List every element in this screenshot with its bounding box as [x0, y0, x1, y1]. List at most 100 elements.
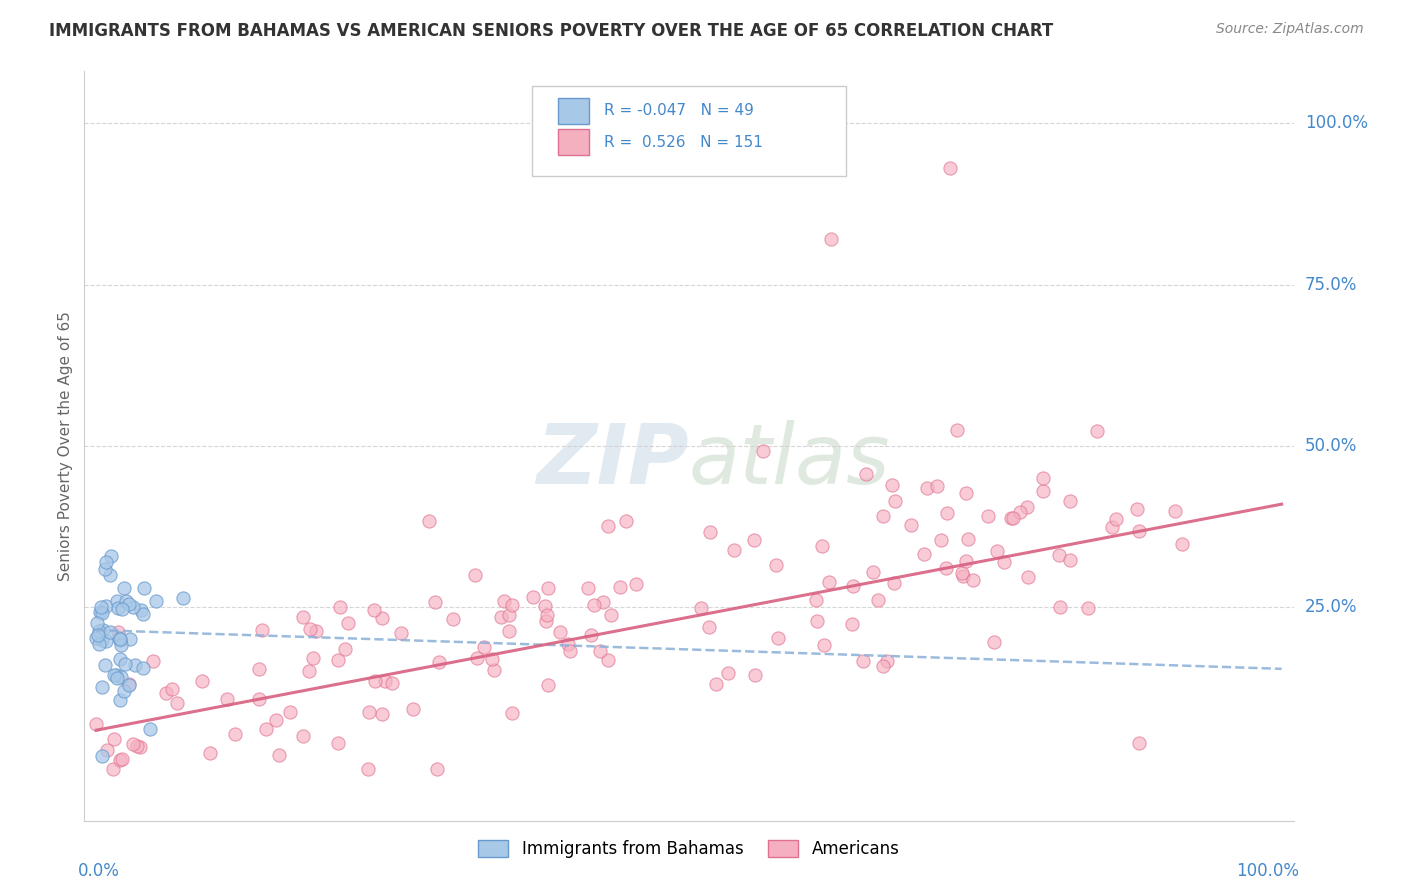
Point — [876, 653, 898, 667]
Point — [900, 518, 922, 533]
Point — [1049, 600, 1071, 615]
Point — [465, 651, 488, 665]
Point — [96, 743, 118, 757]
Point — [624, 577, 647, 591]
Point — [90, 599, 112, 614]
Text: ZIP: ZIP — [536, 420, 689, 501]
Point — [596, 519, 619, 533]
Point — [131, 661, 153, 675]
Point — [89, 605, 111, 619]
Point — [84, 631, 107, 645]
Point — [533, 599, 555, 614]
Point — [751, 444, 773, 458]
Point — [581, 628, 603, 642]
Point — [215, 692, 238, 706]
Point — [522, 591, 544, 605]
Point — [105, 594, 128, 608]
Point — [501, 706, 523, 721]
Point — [957, 532, 980, 546]
Point — [91, 749, 114, 764]
Point — [1015, 500, 1038, 515]
Point — [810, 539, 832, 553]
Point — [766, 631, 789, 645]
FancyBboxPatch shape — [558, 97, 589, 124]
Point — [1077, 601, 1099, 615]
Point — [418, 514, 440, 528]
Point — [108, 754, 131, 768]
Point — [882, 478, 904, 492]
Point — [363, 603, 385, 617]
Point — [335, 642, 357, 657]
Point — [122, 599, 145, 614]
Point — [96, 555, 118, 569]
Point — [560, 644, 582, 658]
Point — [94, 599, 117, 614]
Text: 0.0%: 0.0% — [79, 862, 120, 880]
Point — [929, 533, 952, 547]
Point — [401, 702, 423, 716]
Point — [86, 716, 108, 731]
Point — [852, 654, 875, 668]
Point — [492, 594, 515, 608]
Point — [855, 467, 877, 482]
Point — [1101, 520, 1123, 534]
Text: 100.0%: 100.0% — [1305, 114, 1368, 132]
Point — [118, 598, 141, 612]
Point — [389, 626, 412, 640]
Point — [583, 598, 606, 612]
Point — [1059, 553, 1081, 567]
Point — [98, 625, 121, 640]
Point — [1126, 502, 1149, 516]
FancyBboxPatch shape — [558, 129, 589, 155]
Point — [166, 696, 188, 710]
Point — [87, 628, 110, 642]
Point — [952, 569, 974, 583]
Point — [247, 662, 270, 676]
Point — [91, 624, 114, 638]
Point — [101, 762, 124, 776]
Point — [129, 603, 152, 617]
Point — [704, 677, 727, 691]
Point — [254, 722, 277, 736]
Point — [872, 508, 894, 523]
Point — [198, 746, 221, 760]
Text: Source: ZipAtlas.com: Source: ZipAtlas.com — [1216, 22, 1364, 37]
Point — [804, 593, 827, 607]
Point — [111, 752, 134, 766]
Point — [536, 614, 558, 628]
Point — [927, 479, 949, 493]
Point — [498, 624, 520, 639]
Point — [329, 600, 352, 615]
Point — [142, 654, 165, 668]
Point — [883, 576, 905, 591]
Point — [609, 580, 631, 594]
Point — [371, 611, 394, 625]
Point — [328, 653, 350, 667]
Point — [1017, 570, 1039, 584]
Legend: Immigrants from Bahamas, Americans: Immigrants from Bahamas, Americans — [471, 833, 907, 864]
Point — [1047, 549, 1070, 563]
Point — [589, 644, 612, 658]
Point — [108, 633, 131, 648]
Point — [160, 681, 183, 696]
Point — [699, 524, 721, 539]
Text: 75.0%: 75.0% — [1305, 276, 1357, 293]
Point — [596, 653, 619, 667]
Point — [868, 592, 890, 607]
Point — [576, 581, 599, 595]
Point — [357, 762, 380, 776]
Point — [986, 544, 1008, 558]
Point — [114, 657, 136, 671]
Point — [481, 652, 503, 666]
Point — [501, 598, 523, 612]
Point — [112, 684, 135, 698]
Point — [374, 673, 396, 688]
Point — [955, 486, 977, 500]
Point — [267, 747, 290, 762]
Point — [872, 658, 894, 673]
Point — [690, 601, 713, 615]
Point — [464, 568, 486, 582]
Point — [305, 624, 328, 638]
Point — [841, 617, 863, 632]
Point — [302, 651, 325, 665]
